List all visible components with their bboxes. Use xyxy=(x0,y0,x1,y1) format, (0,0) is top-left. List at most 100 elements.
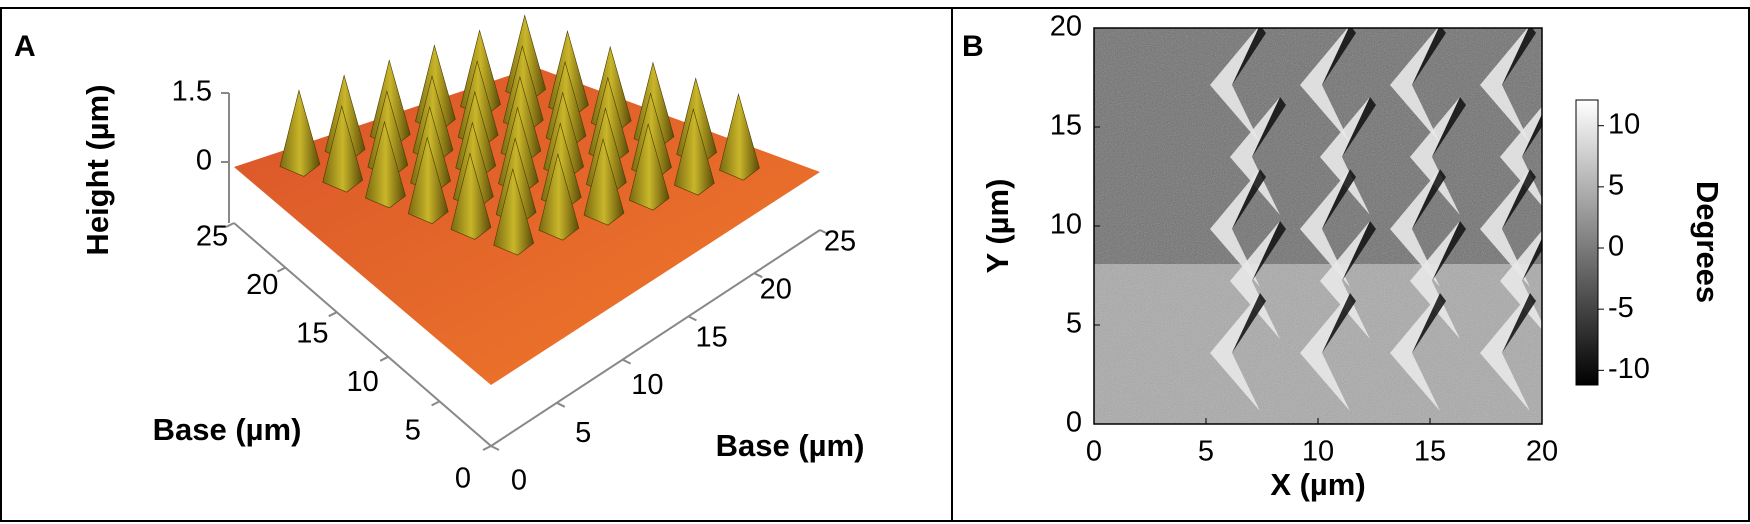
feature-light xyxy=(1390,28,1440,143)
tick-mark xyxy=(379,355,389,362)
spike xyxy=(673,107,715,196)
feature-dark xyxy=(1412,169,1446,229)
colorbar-label: Degrees xyxy=(1690,181,1725,303)
feature-dark xyxy=(1412,28,1446,85)
tick-label: -10 xyxy=(1608,353,1650,385)
feature-dark xyxy=(1432,97,1466,157)
tick-label: 10 xyxy=(631,369,663,401)
tick-label: 0 xyxy=(196,145,212,177)
feature-light xyxy=(1210,293,1260,411)
feature-dark xyxy=(1502,169,1536,229)
panel-label: A xyxy=(14,30,36,63)
panel-label: B xyxy=(962,30,984,63)
feature-light xyxy=(1230,97,1280,215)
axis-line xyxy=(490,229,821,447)
feature-light xyxy=(1300,169,1350,287)
panel-a: 0 5 10 15 20 25 0 5 10 15 20 25 Base (µm) Base (µm) 0 1… xyxy=(80,14,865,497)
feature-dark xyxy=(1252,97,1286,157)
tick-mark xyxy=(482,445,492,451)
tick-label: 25 xyxy=(196,221,228,253)
feature-light xyxy=(1300,293,1350,411)
feature-dark xyxy=(1342,97,1376,157)
tick-mark xyxy=(328,311,338,318)
tick-label: 5 xyxy=(575,417,591,449)
tick-label: 15 xyxy=(1050,110,1082,142)
tick-label: 0 xyxy=(1608,231,1624,263)
axis-label: Height (µm) xyxy=(80,84,115,255)
feature-light xyxy=(1300,28,1350,143)
tick-label: 15 xyxy=(695,321,727,353)
tick-mark xyxy=(622,358,632,365)
tick-label: 15 xyxy=(1414,436,1446,468)
feature-dark xyxy=(1252,221,1286,281)
tick-label: 0 xyxy=(455,463,471,495)
tick-mark xyxy=(687,315,697,322)
spike xyxy=(365,120,406,209)
tick-mark xyxy=(819,229,829,235)
tick-mark xyxy=(431,400,441,407)
spike xyxy=(719,92,760,181)
feature-light xyxy=(1390,293,1440,411)
panel-b: 0 5 10 15 20 0 5 10 15 20 X (µm) Y (µm) -10 -5 0 5 10 Deg… xyxy=(980,11,1725,503)
tick-mark xyxy=(490,445,500,451)
tick-mark xyxy=(225,222,235,228)
tick-label: 15 xyxy=(296,317,328,349)
feature-light xyxy=(1230,221,1280,339)
tick-label: 5 xyxy=(405,414,421,446)
tick-mark xyxy=(753,272,763,279)
tick-label: 0 xyxy=(511,465,527,497)
tick-label: 20 xyxy=(246,269,278,301)
feature-light xyxy=(1480,28,1530,143)
feature-dark xyxy=(1412,293,1446,353)
tick-label: 0 xyxy=(1066,407,1082,439)
spike xyxy=(322,104,364,193)
axis-label: Base (µm) xyxy=(153,412,302,447)
feature-dark xyxy=(1232,28,1266,85)
axis-label: Base (µm) xyxy=(716,428,865,463)
tick-label: 5 xyxy=(1608,170,1624,202)
colorbar xyxy=(1575,99,1599,386)
axis-label: Y (µm) xyxy=(980,179,1015,274)
feature-light xyxy=(1320,221,1370,339)
feature-dark xyxy=(1232,169,1266,229)
spike xyxy=(628,122,670,211)
feature-light xyxy=(1210,28,1260,143)
frame xyxy=(0,7,1750,522)
feature-light xyxy=(1410,97,1460,215)
tick-label: 20 xyxy=(760,273,792,305)
spike xyxy=(583,137,625,226)
tick-label: 5 xyxy=(1066,308,1082,340)
spike xyxy=(493,167,535,256)
spike xyxy=(538,152,580,241)
tick-label: 10 xyxy=(346,366,378,398)
tick-mark xyxy=(556,401,566,408)
tick-label: 25 xyxy=(824,226,856,258)
spike xyxy=(407,136,449,224)
spike xyxy=(279,89,321,177)
feature-dark xyxy=(1322,293,1356,353)
feature-dark xyxy=(1432,221,1466,281)
feature-dark xyxy=(1322,169,1356,229)
tick-label: 20 xyxy=(1526,436,1558,468)
feature-dark xyxy=(1502,28,1536,85)
feature-light xyxy=(1410,221,1460,339)
axis-label: X (µm) xyxy=(1270,467,1365,502)
tick-label: 10 xyxy=(1608,108,1640,140)
feature-light xyxy=(1480,169,1530,287)
tick-label: 1.5 xyxy=(172,76,212,108)
phase-image xyxy=(1094,28,1542,424)
feature-light xyxy=(1390,169,1440,287)
tick-label: 5 xyxy=(1198,436,1214,468)
feature-dark xyxy=(1522,114,1542,157)
feature-light xyxy=(1480,293,1530,411)
feature-dark xyxy=(1342,221,1376,281)
feature-dark xyxy=(1502,293,1536,353)
feature-dark xyxy=(1232,293,1266,353)
axis-line xyxy=(233,222,492,447)
tick-mark xyxy=(276,266,286,273)
feature-dark xyxy=(1322,28,1356,85)
feature-light xyxy=(1210,169,1260,287)
spike xyxy=(450,152,492,240)
tick-label: -5 xyxy=(1608,292,1634,324)
